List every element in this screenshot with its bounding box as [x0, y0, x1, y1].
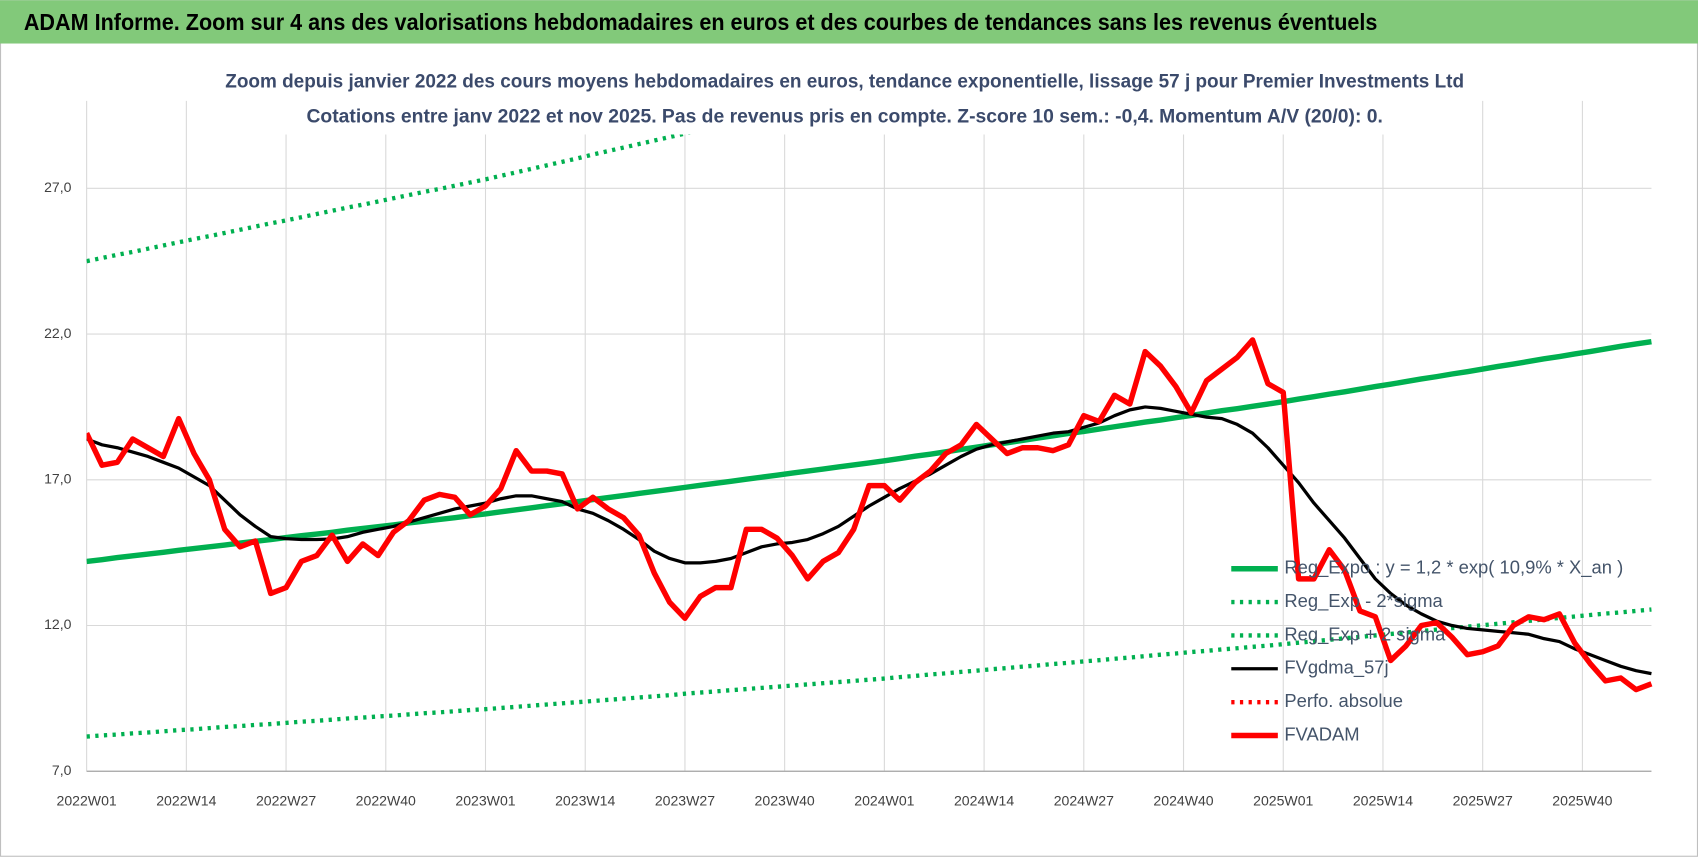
x-tick-label: 2024W27 [1054, 792, 1114, 808]
banner [0, 0, 1698, 44]
x-tick-label: 2023W40 [755, 792, 815, 808]
series-line [86, 405, 1652, 676]
legend-label: FVADAM [1284, 723, 1359, 744]
plot: 7,0 12,0 17,0 22,0 27,0 2022W01 2022W14 2022W27… [44, 100, 1653, 808]
series-line [86, 607, 1652, 739]
legend-label: Perfo. absolue [1284, 690, 1403, 711]
x-tick-label: 2023W01 [455, 792, 515, 808]
x-tick-label: 2023W27 [655, 792, 715, 808]
x-tick-label: 2022W14 [156, 792, 216, 808]
legend-label: Reg_Exp + 2 sigma [1284, 623, 1446, 645]
x-tick-label: 2025W01 [1253, 792, 1313, 808]
subtitle-box [216, 65, 1471, 135]
subtitle: Zoom depuis janvier 2022 des cours moyen… [225, 71, 1464, 93]
x-tick-label: 2022W27 [256, 792, 316, 808]
legend: Reg_Expo : y = 1,2 * exp( 10,9% * X_an )… [1231, 557, 1623, 744]
x-tick-label: 2024W01 [854, 792, 914, 808]
subtitle: Cotations entre janv 2022 et nov 2025. P… [306, 105, 1382, 127]
x-tick-label: 2025W14 [1353, 792, 1413, 808]
page-title: ADAM Informe. Zoom sur 4 ans des valoris… [24, 9, 1378, 35]
series-line [86, 338, 1652, 565]
y-tick-label: 22,0 [44, 325, 72, 341]
legend-label: Reg_Exp - 2*sigma [1284, 590, 1443, 612]
y-tick-label: 17,0 [44, 471, 72, 487]
x-tick-label: 2025W27 [1453, 792, 1513, 808]
series-line [86, 337, 1653, 693]
x-tick-label: 2025W40 [1552, 792, 1612, 808]
x-tick-label: 2022W40 [356, 792, 416, 808]
x-tick-label: 2024W14 [954, 792, 1014, 808]
legend-label: Reg_Expo : y = 1,2 * exp( 10,9% * X_an ) [1284, 557, 1623, 579]
x-tick-label: 2024W40 [1153, 792, 1213, 808]
legend-label: FVgdma_57j [1284, 657, 1388, 679]
series-layer [86, 100, 1653, 739]
y-tick-label: 27,0 [44, 179, 72, 195]
x-tick-label: 2023W14 [555, 792, 615, 808]
y-tick-label: 12,0 [44, 616, 72, 632]
x-tick-label: 2022W01 [57, 792, 117, 808]
y-tick-label: 7,0 [52, 762, 72, 778]
